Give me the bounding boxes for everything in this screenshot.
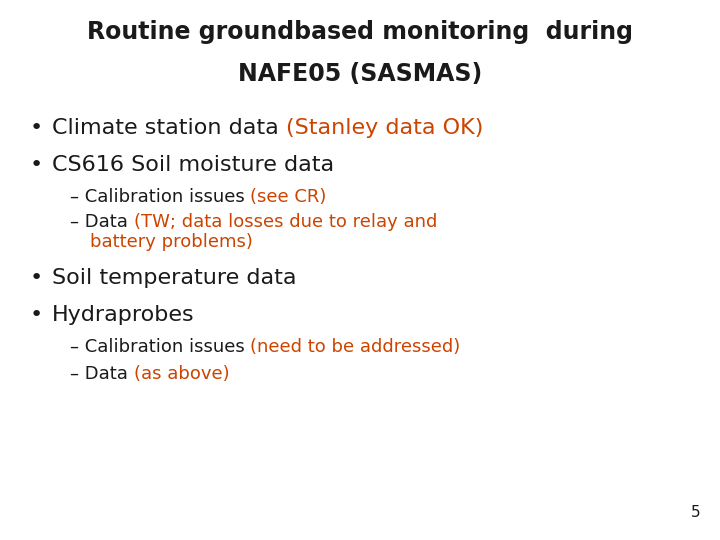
Text: – Data: – Data: [70, 213, 134, 231]
Text: Climate station data: Climate station data: [52, 118, 286, 138]
Text: Soil temperature data: Soil temperature data: [52, 268, 297, 288]
Text: NAFE05 (SASMAS): NAFE05 (SASMAS): [238, 62, 482, 86]
Text: •: •: [30, 268, 43, 288]
Text: Routine groundbased monitoring  during: Routine groundbased monitoring during: [87, 20, 633, 44]
Text: •: •: [30, 155, 43, 175]
Text: •: •: [30, 305, 43, 325]
Text: – Calibration issues: – Calibration issues: [70, 338, 251, 356]
Text: (as above): (as above): [134, 365, 229, 383]
Text: (see CR): (see CR): [251, 188, 327, 206]
Text: Hydraprobes: Hydraprobes: [52, 305, 194, 325]
Text: 5: 5: [690, 505, 700, 520]
Text: (TW; data losses due to relay and: (TW; data losses due to relay and: [134, 213, 437, 231]
Text: – Data: – Data: [70, 365, 134, 383]
Text: (Stanley data OK): (Stanley data OK): [286, 118, 483, 138]
Text: battery problems): battery problems): [90, 233, 253, 251]
Text: •: •: [30, 118, 43, 138]
Text: – Calibration issues: – Calibration issues: [70, 188, 251, 206]
Text: (need to be addressed): (need to be addressed): [251, 338, 461, 356]
Text: CS616 Soil moisture data: CS616 Soil moisture data: [52, 155, 334, 175]
